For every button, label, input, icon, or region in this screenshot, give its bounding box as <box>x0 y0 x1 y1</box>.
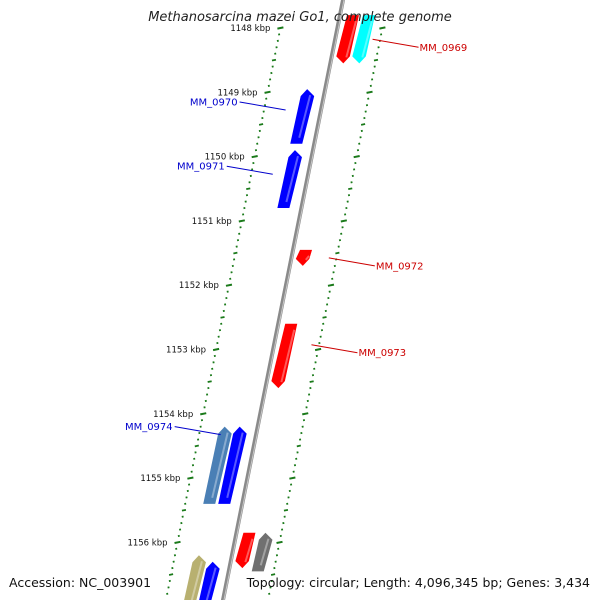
minor-tick <box>207 380 212 383</box>
gene-feature <box>295 249 313 266</box>
major-tick <box>238 219 246 223</box>
major-tick <box>174 540 181 544</box>
tick-label: 1152 kbp <box>179 281 219 291</box>
gene-feature <box>184 555 206 600</box>
gene-feature <box>199 561 220 600</box>
gene-feature <box>352 15 375 64</box>
minor-tick <box>373 58 379 62</box>
gene-feature <box>336 15 359 64</box>
major-tick <box>289 476 296 480</box>
minor-tick <box>348 187 353 191</box>
major-tick <box>212 347 220 352</box>
gene-label-leader <box>239 101 286 111</box>
gene-label-leader <box>372 38 419 48</box>
gene-label: MM_0972 <box>376 261 424 272</box>
gene-feature <box>290 89 315 144</box>
gene-feature <box>277 150 302 209</box>
major-tick <box>276 540 283 544</box>
gene-feature-shine <box>244 538 254 563</box>
gene-feature-shine <box>285 155 299 203</box>
tick-label: 1150 kbp <box>205 153 245 163</box>
gene-label: MM_0973 <box>358 348 406 359</box>
gene-feature-shine <box>190 561 203 600</box>
gene-feature <box>218 426 247 504</box>
gene-label-leader <box>311 344 358 354</box>
major-tick <box>366 90 373 94</box>
backbone <box>220 0 346 600</box>
minor-tick <box>360 123 366 126</box>
gene-feature-shine <box>305 255 310 261</box>
minor-tick <box>309 380 314 383</box>
gene-feature <box>203 426 232 504</box>
gene-feature <box>235 532 256 569</box>
major-tick <box>314 347 322 352</box>
minor-tick <box>335 251 340 255</box>
gene-labels: MM_0969 MM_0970 MM_0971 MM_0972 MM_0973 MM_09… <box>125 38 468 436</box>
gene-feature <box>251 532 273 572</box>
tick-label: 1153 kbp <box>166 346 206 356</box>
gene-feature-shine <box>280 329 296 383</box>
backbone-line <box>220 0 346 600</box>
minor-tick <box>296 444 301 448</box>
gene-label-leader <box>226 165 273 175</box>
tick-label: 1154 kbp <box>153 410 193 420</box>
gene-feature-shine <box>205 567 217 600</box>
minor-tick <box>246 187 251 191</box>
major-tick <box>353 155 360 159</box>
gene-feature <box>271 323 298 389</box>
minor-tick <box>181 508 187 512</box>
minor-tick <box>194 444 199 448</box>
minor-tick <box>233 251 238 255</box>
major-tick <box>327 283 335 287</box>
gene-features <box>184 15 375 600</box>
gene-label: MM_0970 <box>190 97 238 108</box>
map-title: Methanosarcina mazei Go1, complete genom… <box>148 10 452 25</box>
minor-tick <box>322 316 327 319</box>
major-tick <box>264 90 271 94</box>
major-tick <box>302 412 309 416</box>
minor-tick <box>220 316 225 319</box>
genome-summary-text: Topology: circular; Length: 4,096,345 bp… <box>246 575 590 590</box>
major-tick <box>200 412 207 416</box>
tick-label: 1151 kbp <box>192 217 232 227</box>
backbone-highlight <box>223 0 345 600</box>
minor-tick <box>258 123 264 126</box>
gene-label: MM_0974 <box>125 422 173 433</box>
tick-label: 1155 kbp <box>140 474 180 484</box>
tick-marks: 1148 kbp 1149 kbp 1150 kbp 1151 kbp 1152 kbp… <box>127 24 386 595</box>
minor-tick <box>270 573 276 576</box>
tick-label: 1149 kbp <box>217 88 257 98</box>
accession-text: Accession: NC_003901 <box>9 575 152 590</box>
major-tick <box>340 219 348 223</box>
gene-feature-shine <box>298 94 312 138</box>
major-tick <box>187 476 194 480</box>
gene-label: MM_0969 <box>420 43 468 54</box>
gene-label-leader <box>328 257 375 267</box>
gene-label-leader <box>174 426 221 436</box>
major-tick <box>251 155 258 159</box>
gene-feature-shine <box>226 432 244 499</box>
minor-tick <box>271 58 277 62</box>
gene-feature-shine <box>345 20 357 58</box>
minor-tick <box>168 573 174 576</box>
major-tick <box>225 283 233 287</box>
gene-label: MM_0971 <box>177 162 225 173</box>
gene-feature-shine <box>259 538 270 566</box>
major-tick <box>379 26 386 30</box>
tick-label: 1148 kbp <box>230 24 270 34</box>
minor-tick <box>283 508 289 512</box>
gene-feature-shine <box>211 432 229 499</box>
gene-feature-shine <box>361 20 373 58</box>
tick-label: 1156 kbp <box>127 538 167 548</box>
major-tick <box>277 26 284 30</box>
